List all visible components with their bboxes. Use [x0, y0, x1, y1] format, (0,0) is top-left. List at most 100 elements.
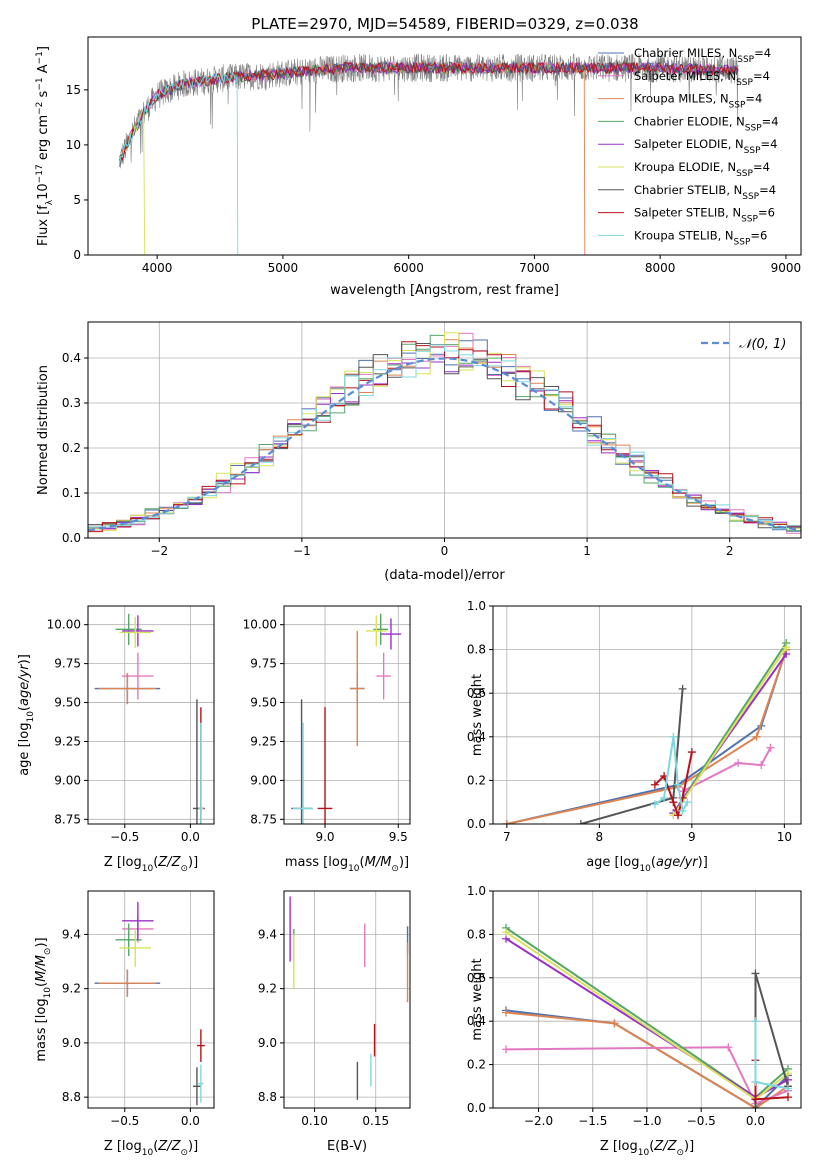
- y-tick-label: 9.50: [54, 696, 81, 710]
- y-tick-label: 0.4: [467, 1014, 486, 1028]
- x-axis-label: wavelength [Angstrom, rest frame]: [330, 283, 559, 298]
- axes-frame: 0.10 0.15 8.8 9.0 9.2 9.4 E(B-V): [258, 890, 411, 1154]
- mass-weight-marker: [650, 780, 659, 789]
- mass-weight-marker: [683, 798, 692, 807]
- mass-weight-marker: [783, 1093, 792, 1102]
- x-tick-label: 0.0: [181, 1114, 200, 1128]
- x-axis-label: age [log10(age/yr)]: [586, 855, 708, 874]
- plot-content: [502, 639, 791, 824]
- x-tick-label: 0.15: [362, 1114, 389, 1128]
- x-tick-label: 1: [583, 544, 591, 558]
- x-tick-label: 6000: [393, 261, 424, 275]
- legend-label: Salpeter MILES, NSSP=4: [634, 69, 770, 88]
- mass-weight-marker: [783, 1084, 792, 1093]
- x-tick-label: 8: [596, 830, 604, 844]
- y-tick-label: 0.0: [467, 817, 486, 831]
- legend-label: Kroupa MILES, NSSP=4: [634, 92, 762, 111]
- x-axis-label: Z [log10(Z/Z⊙)]: [104, 855, 198, 874]
- y-tick-label: 0.0: [62, 531, 81, 545]
- x-axis-label: E(B-V): [327, 1139, 367, 1154]
- mass-weight-marker: [751, 1077, 760, 1086]
- legend-label: Salpeter ELODIE, NSSP=4: [634, 137, 777, 156]
- y-tick-label: 9.2: [62, 982, 81, 996]
- y-tick-label: 1.0: [467, 884, 486, 898]
- mass-vs-metallicity-panel: −0.5 0.0 8.8 9.0 9.2 9.4 Z [log10(Z/Z⊙)] mass […: [34, 890, 215, 1158]
- spectrum-panel: 4000 5000 6000 7000 8000 9000 0 5 10 15 wavelength…: [35, 36, 802, 298]
- y-tick-label: 0.6: [467, 686, 486, 700]
- axes-frame: 4000 5000 6000 7000 8000 9000 0 5 10 15 wavelength…: [35, 36, 802, 298]
- x-tick-label: 8000: [645, 261, 676, 275]
- axes-frame: −2 −1 0 1 2 0.0 0.1 0.2 0.3 0.4 𝒩(0, 1) (data-model…: [36, 321, 802, 583]
- axes-border: [87, 605, 215, 825]
- y-tick-label: 0.2: [467, 1058, 486, 1072]
- plot-content: [502, 923, 792, 1108]
- x-axis-label: (data-model)/error: [384, 568, 505, 583]
- normal-reference-curve: [88, 357, 801, 532]
- histogram-step-line: [88, 341, 801, 532]
- y-tick-label: 15: [66, 83, 81, 97]
- mass-weight-marker: [751, 1095, 760, 1104]
- x-tick-label: −0.5: [687, 1114, 716, 1128]
- mass-weight-line: [654, 751, 693, 819]
- y-tick-label: 10.00: [243, 618, 277, 632]
- legend-label: Salpeter STELIB, NSSP=6: [634, 206, 775, 225]
- mass-weight-marker: [610, 1019, 619, 1028]
- x-tick-label: 0: [441, 544, 449, 558]
- y-tick-label: 9.00: [250, 773, 277, 787]
- legend-label: Kroupa ELODIE, NSSP=4: [634, 160, 770, 179]
- y-tick-label: 0.8: [467, 643, 486, 657]
- y-tick-label: 0.2: [62, 441, 81, 455]
- y-axis-label: mass [log10(M/M⊙)]: [34, 937, 53, 1061]
- plot-content: [94, 901, 205, 1106]
- mass-weight-marker: [724, 1043, 733, 1052]
- mass-weight-marker: [766, 743, 775, 752]
- y-axis-label: mass weight: [470, 674, 485, 756]
- plot-content: [94, 613, 205, 824]
- mass-weight-marker: [687, 748, 696, 757]
- y-tick-label: 0.6: [467, 971, 486, 985]
- axes-border: [283, 890, 411, 1109]
- plot-area: [88, 606, 214, 824]
- y-tick-label: 8.75: [250, 812, 277, 826]
- mass-weight-marker: [757, 761, 766, 770]
- x-tick-label: 0.0: [746, 1114, 765, 1128]
- legend-label: Chabrier ELODIE, NSSP=4: [634, 114, 779, 133]
- x-tick-label: −0.5: [110, 1114, 139, 1128]
- mass-weight-line: [672, 646, 788, 816]
- y-tick-label: 9.50: [250, 696, 277, 710]
- y-tick-label: 10.00: [47, 618, 81, 632]
- y-tick-label: 0.2: [467, 773, 486, 787]
- mass-weight-marker: [576, 820, 585, 824]
- y-tick-label: 8.8: [258, 1090, 277, 1104]
- x-tick-label: 9: [688, 830, 696, 844]
- y-tick-label: 5: [73, 193, 81, 207]
- mass-weight-marker: [751, 1017, 760, 1026]
- x-tick-label: 5000: [268, 261, 299, 275]
- axes-border: [283, 605, 411, 825]
- y-tick-label: 9.75: [54, 657, 81, 671]
- axes-border: [87, 36, 802, 256]
- x-tick-label: 10: [777, 830, 792, 844]
- plot-content: [88, 332, 801, 534]
- mass-weight-marker: [751, 969, 760, 978]
- mass-weight-marker: [783, 1069, 792, 1078]
- figure-title: PLATE=2970, MJD=54589, FIBERID=0329, z=0…: [251, 15, 638, 33]
- histogram-step-line: [88, 332, 801, 531]
- mass-weight-marker: [673, 780, 682, 789]
- x-tick-label: 0.0: [181, 830, 200, 844]
- plot-content: [291, 613, 402, 824]
- x-tick-label: 0.10: [301, 1114, 328, 1128]
- axes-border: [87, 890, 215, 1109]
- x-tick-label: −2: [150, 544, 168, 558]
- mass-weight-marker: [502, 1008, 511, 1017]
- mass-weight-vs-age-panel: 7 8 9 10 0.0 0.2 0.4 0.6 0.8 1.0 age [log10(age/yr…: [467, 599, 802, 874]
- x-tick-label: −1.5: [578, 1114, 607, 1128]
- x-axis-label: mass [log10(M/M⊙)]: [285, 855, 409, 874]
- x-tick-label: −1: [293, 544, 311, 558]
- y-tick-label: 0.3: [62, 396, 81, 410]
- x-tick-label: −2.0: [524, 1114, 553, 1128]
- axes-frame: 7 8 9 10 0.0 0.2 0.4 0.6 0.8 1.0 age [log10(age/yr…: [467, 599, 802, 874]
- legend: Chabrier MILES, NSSP=4 Salpeter MILES, NS…: [598, 46, 779, 247]
- y-tick-label: 9.4: [258, 927, 277, 941]
